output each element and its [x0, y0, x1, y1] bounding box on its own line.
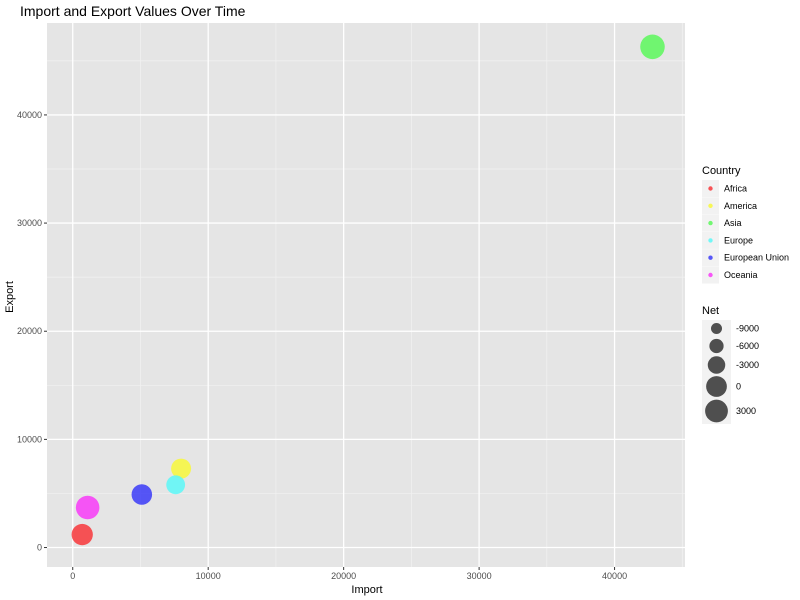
- data-point-europe: [166, 475, 186, 495]
- data-point-america: [171, 458, 192, 479]
- plot-panel: [47, 23, 685, 567]
- legend-label: European Union: [724, 253, 789, 263]
- y-tick-label: 30000: [17, 218, 42, 228]
- legend-label: Europe: [724, 235, 753, 245]
- size-legend-label: 3000: [736, 406, 756, 416]
- data-point-european-union: [131, 484, 153, 505]
- x-tick-label: 30000: [467, 571, 492, 581]
- legend-key-africa: [708, 186, 713, 191]
- size-legend-label: -3000: [736, 360, 759, 370]
- legend-label: America: [724, 201, 757, 211]
- size-legend-circle: [711, 323, 722, 334]
- size-legend-label: -9000: [736, 324, 759, 334]
- data-point-asia: [640, 34, 665, 60]
- y-tick-label: 0: [37, 543, 42, 553]
- y-axis: 0 10000 20000 30000 40000: [17, 110, 47, 553]
- chart-title: Import and Export Values Over Time: [20, 3, 246, 19]
- size-legend-circle: [706, 376, 727, 397]
- legend-label: Asia: [724, 218, 742, 228]
- x-tick-label: 40000: [602, 571, 627, 581]
- x-tick-label: 10000: [196, 571, 221, 581]
- y-axis-title: Export: [4, 281, 16, 313]
- y-tick-label: 20000: [17, 326, 42, 336]
- legend-label: Africa: [724, 184, 747, 194]
- color-legend: Country Africa America Asia Europe European …: [702, 165, 789, 284]
- x-tick-label: 20000: [331, 571, 356, 581]
- legend-key-america: [708, 203, 713, 208]
- y-tick-label: 40000: [17, 110, 42, 120]
- grid-lines: [47, 23, 685, 567]
- legend-key-europe: [708, 238, 713, 243]
- legend-key-european-union: [708, 255, 713, 260]
- data-points: [71, 34, 665, 546]
- data-point-africa: [71, 523, 93, 546]
- legend-label: Oceania: [724, 270, 758, 280]
- x-axis-title: Import: [351, 584, 382, 596]
- x-axis: 0 10000 20000 30000 40000: [70, 567, 627, 581]
- y-tick-label: 10000: [17, 434, 42, 444]
- color-legend-title: Country: [702, 165, 741, 177]
- size-legend-circle: [705, 399, 728, 423]
- x-tick-label: 0: [70, 571, 75, 581]
- size-legend-label: 0: [736, 382, 741, 392]
- size-legend: Net -9000 -6000 -3000 0 3000: [702, 305, 759, 424]
- size-legend-title: Net: [702, 305, 719, 317]
- size-legend-circle: [707, 356, 726, 374]
- legend-key-asia: [708, 220, 713, 226]
- legend-key-oceania: [708, 272, 713, 278]
- data-point-oceania: [75, 495, 100, 520]
- size-legend-label: -6000: [736, 341, 759, 351]
- size-legend-circle: [709, 338, 724, 354]
